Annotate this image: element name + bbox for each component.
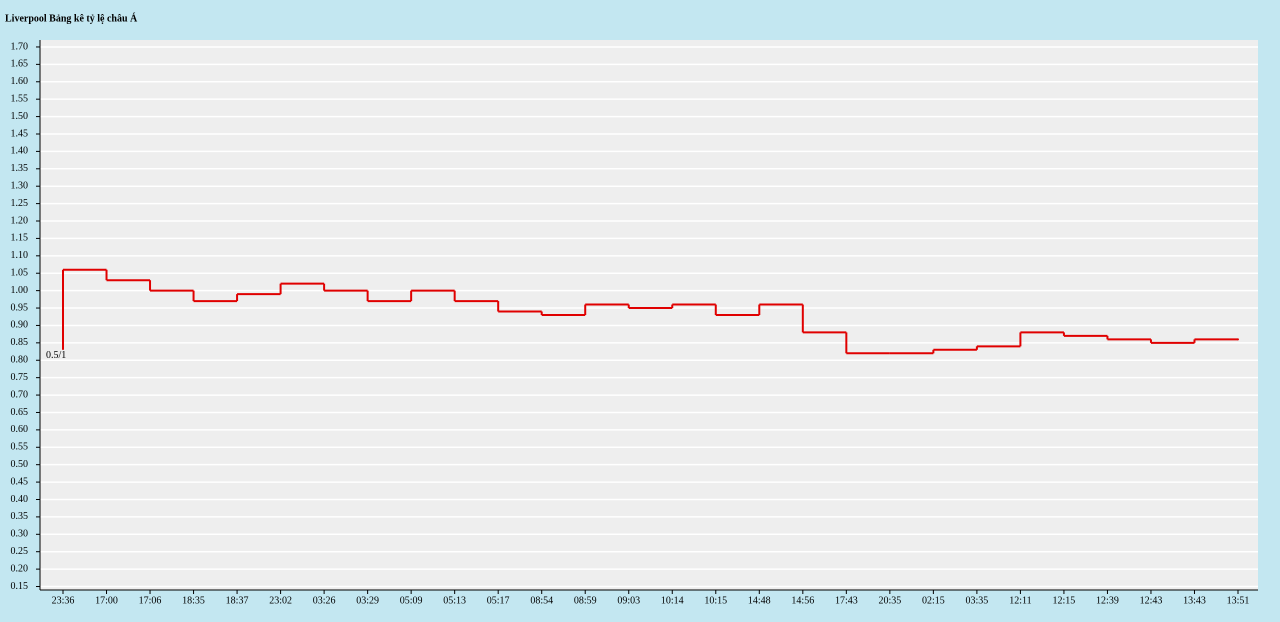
- x-tick-label: 05:13: [443, 595, 466, 606]
- y-tick-label: 0.55: [11, 442, 29, 453]
- y-tick-label: 0.25: [11, 546, 29, 557]
- x-tick-label: 02:15: [922, 595, 945, 606]
- x-tick-label: 12:39: [1096, 595, 1119, 606]
- x-tick-label: 12:15: [1053, 595, 1076, 606]
- x-tick-label: 17:43: [835, 595, 858, 606]
- x-tick-label: 17:06: [139, 595, 162, 606]
- y-tick-label: 1.15: [11, 233, 29, 244]
- x-tick-label: 12:43: [1140, 595, 1163, 606]
- y-tick-label: 1.05: [11, 268, 29, 279]
- step-end: [1237, 338, 1239, 341]
- x-tick-label: 14:56: [791, 595, 814, 606]
- y-tick-label: 0.70: [11, 389, 29, 400]
- plot-area: [40, 40, 1258, 590]
- y-tick-label: 1.65: [11, 59, 29, 70]
- y-tick-label: 1.10: [11, 250, 29, 261]
- x-tick-label: 03:29: [356, 595, 379, 606]
- x-tick-label: 05:17: [487, 595, 510, 606]
- y-tick-label: 1.40: [11, 146, 29, 157]
- x-tick-label: 20:35: [878, 595, 901, 606]
- x-tick-label: 13:51: [1227, 595, 1250, 606]
- y-tick-label: 1.20: [11, 215, 29, 226]
- y-tick-label: 0.75: [11, 372, 29, 383]
- y-tick-label: 1.55: [11, 93, 29, 104]
- y-tick-label: 1.60: [11, 76, 29, 87]
- x-tick-label: 14:48: [748, 595, 771, 606]
- y-tick-label: 0.40: [11, 494, 29, 505]
- y-tick-label: 0.35: [11, 511, 29, 522]
- y-tick-label: 0.50: [11, 459, 29, 470]
- y-tick-label: 1.00: [11, 285, 29, 296]
- y-tick-label: 0.45: [11, 476, 29, 487]
- x-tick-label: 10:15: [704, 595, 727, 606]
- y-tick-label: 1.50: [11, 111, 29, 122]
- chart-title: Liverpool Bảng kê tỷ lệ châu Á: [5, 12, 138, 24]
- y-tick-label: 1.25: [11, 198, 29, 209]
- y-tick-label: 1.45: [11, 128, 29, 139]
- x-tick-label: 23:36: [52, 595, 75, 606]
- y-tick-label: 0.85: [11, 337, 29, 348]
- x-tick-label: 08:59: [574, 595, 597, 606]
- x-tick-label: 10:14: [661, 595, 684, 606]
- x-tick-label: 18:35: [182, 595, 205, 606]
- x-tick-label: 08:54: [530, 595, 553, 606]
- y-tick-label: 1.35: [11, 163, 29, 174]
- x-tick-label: 23:02: [269, 595, 292, 606]
- y-tick-label: 0.30: [11, 529, 29, 540]
- y-tick-label: 0.90: [11, 320, 29, 331]
- x-tick-label: 12:11: [1009, 595, 1031, 606]
- y-tick-label: 0.80: [11, 355, 29, 366]
- x-tick-label: 03:26: [313, 595, 336, 606]
- y-tick-label: 0.95: [11, 302, 29, 313]
- x-tick-label: 09:03: [617, 595, 640, 606]
- y-tick-label: 0.15: [11, 581, 29, 592]
- y-tick-label: 0.20: [11, 563, 29, 574]
- y-tick-label: 0.60: [11, 424, 29, 435]
- y-tick-label: 1.30: [11, 180, 29, 191]
- x-tick-label: 18:37: [226, 595, 249, 606]
- x-tick-label: 17:00: [95, 595, 118, 606]
- x-tick-label: 05:09: [400, 595, 423, 606]
- x-tick-label: 03:35: [965, 595, 988, 606]
- x-tick-label: 13:43: [1183, 595, 1206, 606]
- y-tick-label: 1.70: [11, 41, 29, 52]
- y-tick-label: 0.65: [11, 407, 29, 418]
- annotation: 0.5/1: [46, 350, 66, 361]
